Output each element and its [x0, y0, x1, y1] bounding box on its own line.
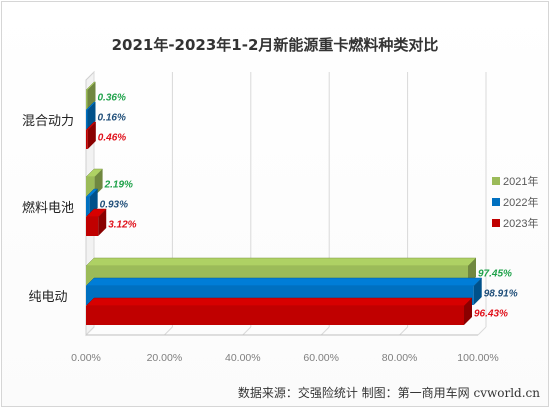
bar-side: [98, 209, 107, 236]
data-label: 0.16%: [98, 113, 126, 124]
bar: [86, 130, 88, 149]
bar-top: [85, 277, 483, 287]
data-label: 0.93%: [100, 200, 128, 211]
legend-swatch: [492, 198, 500, 206]
bar: [86, 110, 88, 129]
legend-label: 2023年: [503, 216, 538, 230]
source-note: 数据来源：交强险统计 制图：第一商用车网 cvworld.cn: [237, 386, 540, 400]
legend-swatch: [492, 219, 500, 227]
gridline-floor: [399, 326, 408, 336]
x-tick-label: 40.00%: [225, 352, 261, 364]
data-label: 2.19%: [104, 180, 133, 191]
bar: [86, 197, 90, 216]
bar-side: [87, 122, 96, 149]
legend-swatch: [492, 177, 500, 185]
bar: [86, 177, 95, 196]
x-tick-label: 60.00%: [303, 352, 339, 364]
legend-label: 2021年: [503, 174, 538, 188]
bar-side: [473, 278, 482, 305]
y-category-label: 混合动力: [22, 114, 74, 129]
data-label: 0.36%: [98, 93, 126, 104]
bar-top: [85, 297, 473, 307]
gridline-floor: [477, 326, 487, 336]
x-tick-label: 80.00%: [382, 352, 418, 364]
data-label: 97.45%: [478, 269, 512, 280]
x-tick-label: 20.00%: [147, 352, 183, 364]
data-label: 96.43%: [474, 309, 508, 320]
y-category-label: 燃料电池: [22, 200, 74, 216]
x-tick-label: 0.00%: [71, 352, 101, 364]
x-tick-label: 100.00%: [457, 352, 498, 364]
bar-top: [85, 257, 477, 267]
chart-title: 2021年-2023年1-2月新能源重卡燃料种类对比: [111, 36, 439, 54]
data-label: 3.12%: [108, 220, 136, 231]
data-label: 98.91%: [484, 289, 518, 300]
gridline-floor: [85, 326, 95, 336]
gridline-floor: [242, 326, 252, 336]
gridline-floor: [164, 326, 173, 336]
bar: [86, 90, 88, 109]
data-label: 0.46%: [98, 133, 126, 144]
y-category-label: 纯电动: [28, 290, 67, 305]
gridline-floor: [320, 326, 330, 336]
bar: [86, 217, 99, 236]
bar: [86, 306, 465, 325]
bar-side: [464, 298, 473, 325]
legend-label: 2022年: [503, 195, 538, 209]
